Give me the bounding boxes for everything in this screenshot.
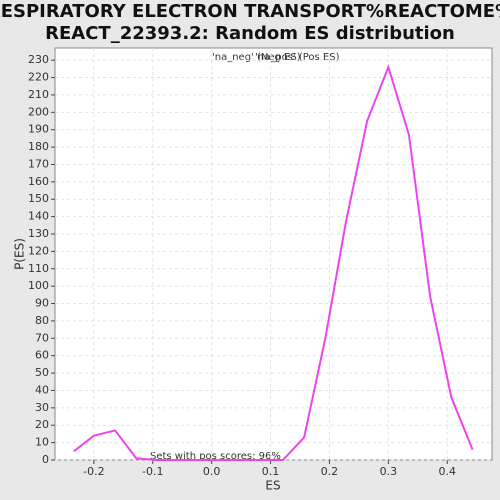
legend-entry: 'na_neg' (Neg ES): [212, 52, 301, 63]
y-tick-label: 200: [28, 105, 49, 118]
x-tick-label: -0.2: [83, 465, 104, 478]
x-tick-label: 0.1: [262, 465, 280, 478]
y-tick-label: 80: [35, 314, 49, 327]
y-tick-label: 180: [28, 140, 49, 153]
y-tick-label: 160: [28, 175, 49, 188]
y-tick-label: 70: [35, 331, 49, 344]
x-tick-label: -0.1: [142, 465, 163, 478]
x-tick-label: 0.4: [438, 465, 456, 478]
y-tick-label: 40: [35, 383, 49, 396]
y-tick-label: 20: [35, 418, 49, 431]
annotation: Sets with pos scores: 96%: [150, 451, 281, 462]
legend-entry: 'na_pos' (Pos ES): [255, 52, 340, 63]
y-tick-label: 230: [28, 53, 49, 66]
x-axis-label: ES: [265, 479, 280, 493]
y-tick-label: 10: [35, 436, 49, 449]
y-tick-label: 190: [28, 123, 49, 136]
y-tick-label: 30: [35, 401, 49, 414]
x-tick-label: 0.3: [380, 465, 398, 478]
y-tick-label: 210: [28, 88, 49, 101]
y-axis-label: P(ES): [13, 238, 27, 270]
chart-title: REACT_22393.2: Random ES distribution: [45, 23, 455, 44]
chart-title: RESPIRATORY ELECTRON TRANSPORT%REACTOME%: [0, 1, 500, 22]
y-tick-label: 150: [28, 192, 49, 205]
y-tick-label: 170: [28, 157, 49, 170]
y-tick-label: 120: [28, 244, 49, 257]
plot-area: [54, 47, 493, 461]
x-tick-label: 0.0: [203, 465, 221, 478]
x-tick-label: 0.2: [321, 465, 339, 478]
y-tick-label: 100: [28, 279, 49, 292]
y-tick-label: 110: [28, 262, 49, 275]
y-tick-label: 90: [35, 297, 49, 310]
y-tick-label: 140: [28, 210, 49, 223]
y-tick-label: 130: [28, 227, 49, 240]
y-tick-label: 50: [35, 366, 49, 379]
data-line: [73, 64, 474, 461]
y-tick-label: 0: [42, 453, 49, 466]
y-tick-label: 60: [35, 349, 49, 362]
y-tick-label: 220: [28, 71, 49, 84]
